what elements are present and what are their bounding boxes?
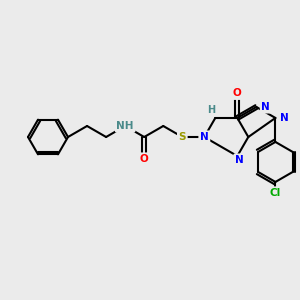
Text: O: O [233,88,242,98]
Text: N: N [280,113,289,123]
Text: Cl: Cl [270,188,281,198]
Text: H: H [207,105,215,115]
Text: N: N [200,132,209,142]
Text: N: N [261,102,270,112]
Text: O: O [140,154,148,164]
Text: N: N [235,155,244,165]
Text: S: S [178,132,186,142]
Text: NH: NH [116,121,134,131]
